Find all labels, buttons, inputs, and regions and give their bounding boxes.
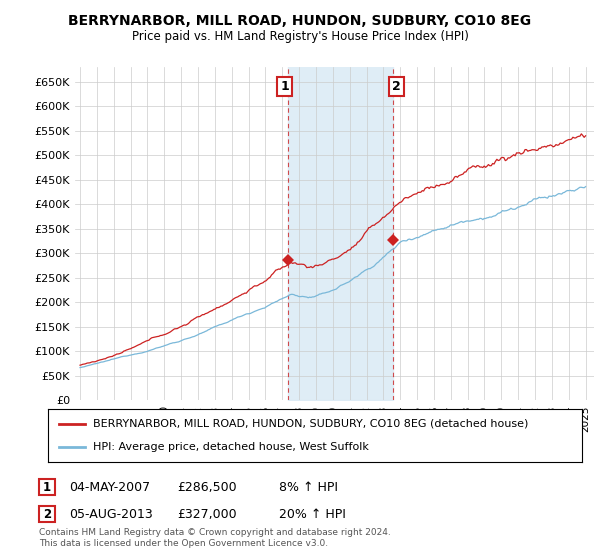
Text: 04-MAY-2007: 04-MAY-2007 [69, 480, 150, 494]
Text: 1: 1 [280, 80, 289, 94]
Text: 8% ↑ HPI: 8% ↑ HPI [279, 480, 338, 494]
Text: 2: 2 [43, 507, 51, 521]
Text: 05-AUG-2013: 05-AUG-2013 [69, 507, 153, 521]
Text: 20% ↑ HPI: 20% ↑ HPI [279, 507, 346, 521]
Text: 2: 2 [392, 80, 401, 94]
Text: £327,000: £327,000 [177, 507, 236, 521]
Text: BERRYNARBOR, MILL ROAD, HUNDON, SUDBURY, CO10 8EG: BERRYNARBOR, MILL ROAD, HUNDON, SUDBURY,… [68, 14, 532, 28]
Text: Price paid vs. HM Land Registry's House Price Index (HPI): Price paid vs. HM Land Registry's House … [131, 30, 469, 43]
Text: HPI: Average price, detached house, West Suffolk: HPI: Average price, detached house, West… [94, 442, 369, 452]
Text: Contains HM Land Registry data © Crown copyright and database right 2024.
This d: Contains HM Land Registry data © Crown c… [39, 528, 391, 548]
Text: 1: 1 [43, 480, 51, 494]
Text: BERRYNARBOR, MILL ROAD, HUNDON, SUDBURY, CO10 8EG (detached house): BERRYNARBOR, MILL ROAD, HUNDON, SUDBURY,… [94, 419, 529, 429]
Text: £286,500: £286,500 [177, 480, 236, 494]
